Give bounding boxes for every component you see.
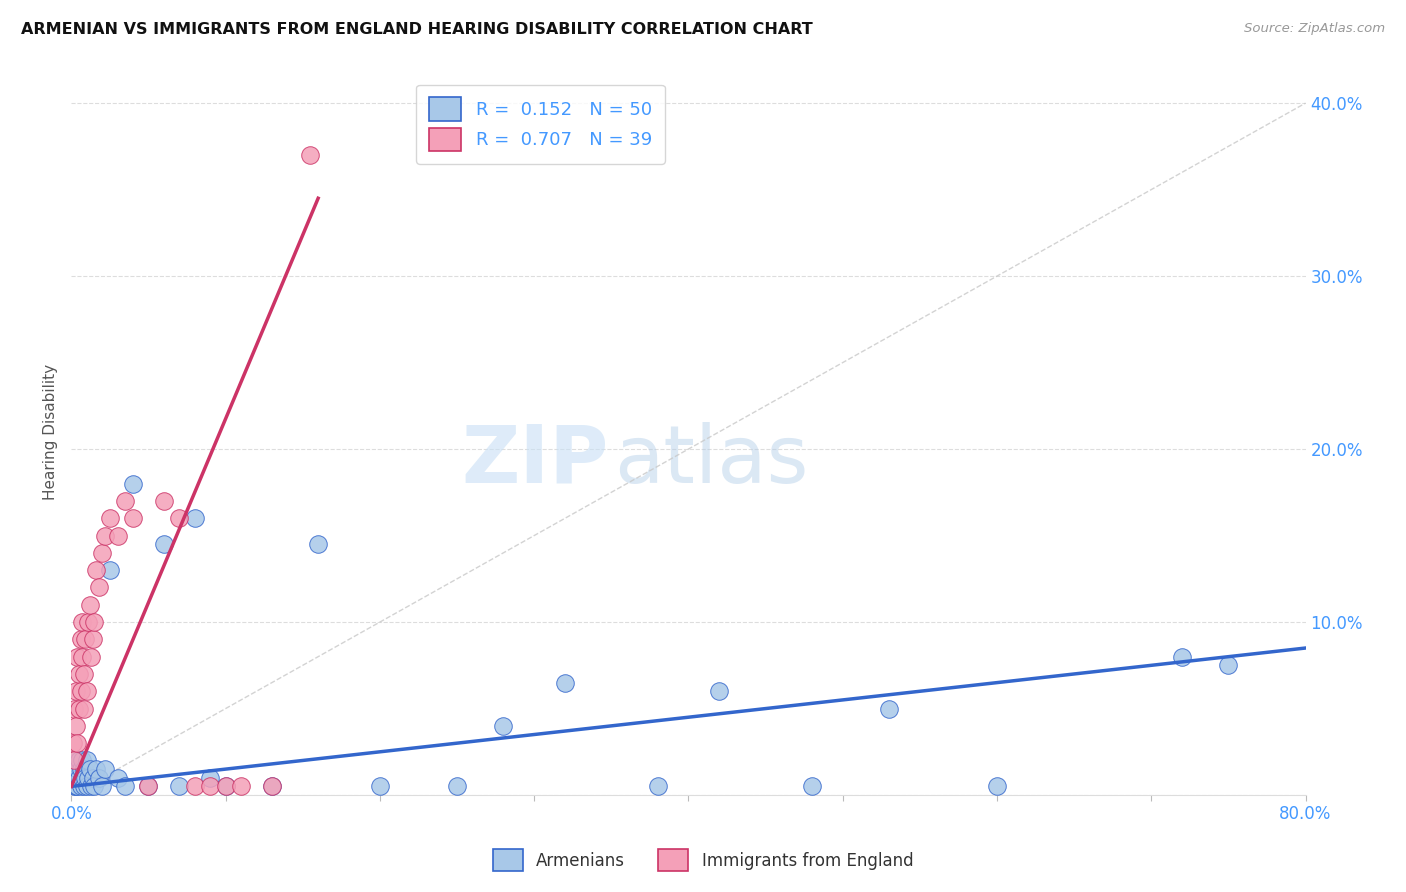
Point	[153, 494, 176, 508]
Point	[800, 780, 823, 794]
Point	[91, 546, 114, 560]
Point	[65, 780, 87, 794]
Point	[80, 649, 103, 664]
Point	[98, 563, 121, 577]
Legend: Armenians, Immigrants from England: Armenians, Immigrants from England	[484, 841, 922, 880]
Point	[69, 632, 91, 647]
Point	[77, 771, 100, 785]
Point	[62, 736, 84, 750]
Point	[63, 701, 86, 715]
Point	[80, 780, 103, 794]
Point	[299, 148, 322, 162]
Point	[214, 780, 236, 794]
Point	[122, 511, 145, 525]
Point	[66, 649, 89, 664]
Point	[260, 780, 283, 794]
Point	[114, 780, 136, 794]
Point	[70, 615, 93, 629]
Point	[72, 667, 94, 681]
Point	[554, 675, 576, 690]
Point	[63, 754, 86, 768]
Point	[647, 780, 669, 794]
Point	[169, 780, 191, 794]
Point	[72, 780, 94, 794]
Point	[72, 762, 94, 776]
Point	[138, 780, 160, 794]
Point	[307, 537, 329, 551]
Point	[84, 563, 107, 577]
Point	[82, 771, 104, 785]
Point	[107, 528, 129, 542]
Legend: R =  0.152   N = 50, R =  0.707   N = 39: R = 0.152 N = 50, R = 0.707 N = 39	[416, 85, 665, 164]
Point	[66, 762, 89, 776]
Point	[66, 780, 89, 794]
Point	[65, 684, 87, 698]
Point	[67, 667, 90, 681]
Point	[94, 762, 117, 776]
Point	[75, 771, 97, 785]
Point	[63, 780, 86, 794]
Point	[1218, 658, 1240, 673]
Point	[260, 780, 283, 794]
Text: Source: ZipAtlas.com: Source: ZipAtlas.com	[1244, 22, 1385, 36]
Y-axis label: Hearing Disability: Hearing Disability	[44, 364, 58, 500]
Point	[368, 780, 391, 794]
Point	[87, 771, 110, 785]
Point	[138, 780, 160, 794]
Point	[107, 771, 129, 785]
Point	[77, 615, 100, 629]
Point	[83, 615, 105, 629]
Point	[87, 581, 110, 595]
Point	[184, 511, 207, 525]
Point	[94, 528, 117, 542]
Point	[877, 701, 900, 715]
Point	[91, 780, 114, 794]
Point	[84, 762, 107, 776]
Point	[492, 719, 515, 733]
Point	[184, 780, 207, 794]
Point	[153, 537, 176, 551]
Point	[70, 649, 93, 664]
Point	[82, 632, 104, 647]
Point	[79, 598, 101, 612]
Point	[72, 701, 94, 715]
Point	[83, 780, 105, 794]
Point	[122, 476, 145, 491]
Text: ZIP: ZIP	[461, 422, 609, 500]
Point	[229, 780, 252, 794]
Point	[69, 762, 91, 776]
Point	[986, 780, 1008, 794]
Point	[75, 632, 97, 647]
Point	[114, 494, 136, 508]
Text: ARMENIAN VS IMMIGRANTS FROM ENGLAND HEARING DISABILITY CORRELATION CHART: ARMENIAN VS IMMIGRANTS FROM ENGLAND HEAR…	[21, 22, 813, 37]
Point	[67, 754, 90, 768]
Point	[198, 771, 221, 785]
Point	[214, 780, 236, 794]
Point	[79, 762, 101, 776]
Point	[76, 754, 98, 768]
Point	[70, 754, 93, 768]
Point	[76, 684, 98, 698]
Point	[198, 780, 221, 794]
Point	[67, 701, 90, 715]
Text: atlas: atlas	[614, 422, 808, 500]
Point	[69, 780, 91, 794]
Point	[98, 511, 121, 525]
Point	[65, 719, 87, 733]
Point	[70, 771, 93, 785]
Point	[1171, 649, 1194, 664]
Point	[76, 780, 98, 794]
Point	[169, 511, 191, 525]
Point	[69, 684, 91, 698]
Point	[63, 762, 86, 776]
Point	[709, 684, 731, 698]
Point	[66, 736, 89, 750]
Point	[65, 771, 87, 785]
Point	[62, 754, 84, 768]
Point	[446, 780, 468, 794]
Point	[67, 771, 90, 785]
